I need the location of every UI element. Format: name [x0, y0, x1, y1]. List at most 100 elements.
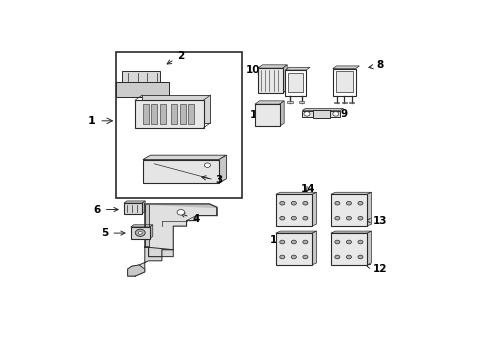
Circle shape: [303, 216, 308, 220]
Bar: [116, 82, 170, 97]
Text: 7: 7: [280, 81, 293, 93]
Polygon shape: [312, 192, 317, 226]
Polygon shape: [312, 231, 317, 265]
Text: 14: 14: [301, 184, 316, 194]
Polygon shape: [331, 231, 371, 233]
Bar: [276, 194, 312, 226]
Bar: [285, 70, 306, 96]
Polygon shape: [367, 231, 371, 265]
Circle shape: [303, 240, 308, 244]
Polygon shape: [145, 204, 217, 207]
Circle shape: [292, 255, 296, 259]
Polygon shape: [145, 204, 217, 257]
Circle shape: [358, 240, 363, 244]
Polygon shape: [142, 201, 145, 214]
Circle shape: [280, 216, 285, 220]
Text: 1: 1: [88, 116, 96, 126]
Bar: [334, 102, 339, 103]
Bar: [131, 227, 150, 239]
Bar: [342, 102, 347, 103]
Polygon shape: [331, 192, 371, 194]
Circle shape: [135, 229, 145, 237]
Polygon shape: [258, 65, 287, 68]
Bar: [333, 69, 356, 96]
FancyBboxPatch shape: [116, 82, 170, 97]
Bar: [143, 159, 219, 183]
Bar: [287, 101, 293, 103]
Circle shape: [358, 255, 363, 259]
Polygon shape: [255, 101, 284, 104]
Polygon shape: [145, 204, 148, 247]
Polygon shape: [131, 225, 153, 227]
Bar: [255, 104, 280, 126]
Polygon shape: [302, 108, 343, 111]
Circle shape: [335, 216, 340, 220]
Polygon shape: [283, 65, 287, 93]
Polygon shape: [219, 155, 226, 183]
Bar: [258, 68, 283, 93]
Bar: [142, 95, 211, 123]
Circle shape: [358, 201, 363, 205]
Polygon shape: [367, 192, 371, 226]
Bar: [116, 51, 242, 198]
Bar: [151, 104, 157, 123]
Circle shape: [346, 240, 351, 244]
Text: 11: 11: [250, 110, 265, 120]
Circle shape: [138, 231, 142, 234]
Circle shape: [292, 201, 296, 205]
Text: 10: 10: [246, 64, 263, 75]
Bar: [135, 100, 204, 128]
Bar: [172, 104, 177, 123]
FancyBboxPatch shape: [122, 71, 160, 82]
Bar: [302, 111, 313, 117]
Text: 9: 9: [335, 109, 348, 119]
Circle shape: [333, 112, 339, 116]
Text: 3: 3: [202, 175, 222, 185]
Circle shape: [304, 112, 310, 116]
Polygon shape: [124, 201, 145, 203]
Circle shape: [303, 201, 308, 205]
Circle shape: [280, 240, 285, 244]
Text: 5: 5: [101, 228, 125, 238]
Polygon shape: [128, 265, 145, 276]
Text: 12: 12: [366, 264, 388, 274]
Bar: [180, 104, 186, 123]
Polygon shape: [333, 66, 359, 69]
Circle shape: [335, 201, 340, 205]
Bar: [124, 203, 142, 214]
Polygon shape: [128, 247, 173, 276]
Circle shape: [292, 240, 296, 244]
Polygon shape: [285, 67, 310, 70]
Circle shape: [280, 255, 285, 259]
Circle shape: [280, 201, 285, 205]
Circle shape: [346, 255, 351, 259]
Bar: [288, 73, 303, 92]
Polygon shape: [276, 192, 317, 194]
Circle shape: [292, 216, 296, 220]
Circle shape: [358, 216, 363, 220]
Circle shape: [303, 255, 308, 259]
Text: 15: 15: [270, 235, 284, 245]
Circle shape: [204, 163, 211, 167]
Bar: [313, 110, 330, 118]
Circle shape: [346, 201, 351, 205]
Text: 13: 13: [366, 216, 388, 226]
Bar: [299, 101, 304, 103]
Polygon shape: [150, 225, 153, 239]
Bar: [188, 104, 194, 123]
Bar: [330, 111, 341, 117]
Polygon shape: [276, 231, 317, 233]
Bar: [276, 233, 312, 265]
Text: 4: 4: [181, 213, 200, 224]
Bar: [336, 72, 352, 92]
Text: 2: 2: [167, 51, 185, 64]
Text: 6: 6: [94, 204, 118, 215]
Polygon shape: [143, 155, 226, 159]
Circle shape: [346, 216, 351, 220]
Bar: [331, 233, 367, 265]
Bar: [143, 104, 149, 123]
Circle shape: [335, 240, 340, 244]
Text: 8: 8: [369, 60, 384, 70]
Circle shape: [335, 255, 340, 259]
Bar: [331, 194, 367, 226]
